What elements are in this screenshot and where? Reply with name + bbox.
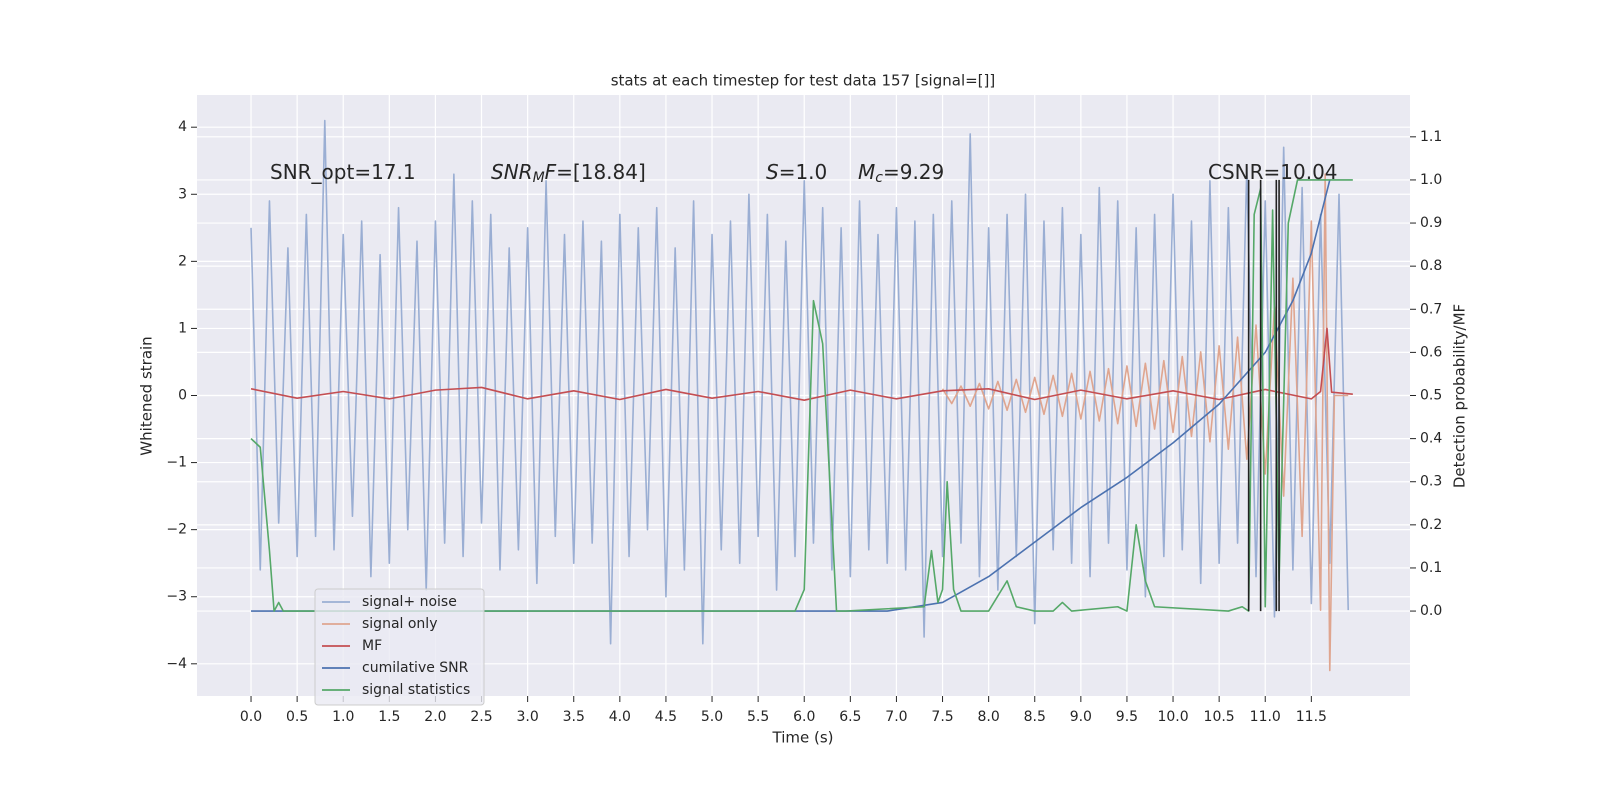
x-tick-label: 9.0 xyxy=(1070,709,1092,725)
annotation-part: =1.0 xyxy=(779,160,828,184)
y2-tick-label: 0.8 xyxy=(1420,258,1442,274)
annotation-part: SNR_opt=17.1 xyxy=(270,160,416,184)
y-tick-label: −4 xyxy=(166,656,187,672)
y-tick-label: 2 xyxy=(178,253,187,269)
x-tick-label: 1.5 xyxy=(378,709,400,725)
x-tick-label: 2.5 xyxy=(470,709,492,725)
annotation: Mc=9.29 xyxy=(858,160,944,187)
y2-tick-label: 0.9 xyxy=(1420,215,1442,231)
y2-tick-label: 0.4 xyxy=(1420,431,1442,447)
x-tick-label: 11.5 xyxy=(1296,709,1327,725)
y-tick-label: 0 xyxy=(178,388,187,404)
legend-label: MF xyxy=(362,638,382,654)
annotation-part: S xyxy=(766,160,779,184)
series-line xyxy=(250,327,1353,401)
annotation-part: F xyxy=(545,160,557,184)
y-tick-label: −3 xyxy=(166,589,187,605)
x-tick-label: 6.5 xyxy=(839,709,861,725)
y2-tick-label: 0.2 xyxy=(1420,517,1442,533)
x-tick-label: 6.0 xyxy=(793,709,815,725)
annotation-part: =[18.84] xyxy=(556,160,646,184)
annotation-part: CSNR=10.04 xyxy=(1208,160,1338,184)
series-line xyxy=(251,179,1331,612)
y-tick-label: 1 xyxy=(178,320,187,336)
y2-tick-label: 0.7 xyxy=(1420,301,1442,317)
y-tick-label: −2 xyxy=(166,522,187,538)
x-tick-label: 1.0 xyxy=(332,709,354,725)
annotation: SNR_opt=17.1 xyxy=(270,160,416,184)
x-tick-label: 4.5 xyxy=(655,709,677,725)
x-tick-label: 10.0 xyxy=(1157,709,1188,725)
legend-label: signal only xyxy=(362,616,437,632)
annotation-part: M xyxy=(858,160,875,184)
x-tick-label: 9.5 xyxy=(1116,709,1138,725)
x-tick-label: 8.5 xyxy=(1024,709,1046,725)
y-tick-label: 4 xyxy=(178,119,187,135)
x-tick-label: 0.0 xyxy=(240,709,262,725)
y2-tick-label: 0.5 xyxy=(1420,388,1442,404)
y-axis-label: Whitened strain xyxy=(138,336,156,455)
x-tick-label: 7.5 xyxy=(931,709,953,725)
chart-title: stats at each timestep for test data 157… xyxy=(611,72,996,90)
y-tick-label: −1 xyxy=(166,455,187,471)
x-tick-label: 4.0 xyxy=(609,709,631,725)
legend-label: cumilative SNR xyxy=(362,660,469,676)
x-tick-label: 11.0 xyxy=(1250,709,1281,725)
x-tick-label: 0.5 xyxy=(286,709,308,725)
annotation-part: M xyxy=(533,170,545,186)
annotation: SNRMF=[18.84] xyxy=(491,160,646,187)
x-tick-label: 3.0 xyxy=(517,709,539,725)
x-tick-label: 2.0 xyxy=(424,709,446,725)
x-tick-label: 7.0 xyxy=(885,709,907,725)
annotation-part: =9.29 xyxy=(883,160,944,184)
x-tick-label: 5.5 xyxy=(747,709,769,725)
y2-axis-label: Detection probability/MF xyxy=(1451,304,1469,488)
legend-box xyxy=(314,588,485,706)
series-line xyxy=(250,179,1353,612)
y2-tick-label: 0.0 xyxy=(1420,603,1442,619)
annotation: CSNR=10.04 xyxy=(1208,160,1338,184)
y2-tick-label: 1.0 xyxy=(1420,172,1442,188)
x-axis-label: Time (s) xyxy=(772,729,834,747)
annotation-part: SNR xyxy=(491,160,533,184)
x-tick-label: 8.0 xyxy=(978,709,1000,725)
y2-tick-label: 1.1 xyxy=(1420,129,1442,145)
y-tick-label: 3 xyxy=(178,186,187,202)
y2-tick-label: 0.3 xyxy=(1420,474,1442,490)
x-tick-label: 3.5 xyxy=(563,709,585,725)
y2-tick-label: 0.6 xyxy=(1420,344,1442,360)
annotation-part: c xyxy=(875,170,883,186)
legend-label: signal+ noise xyxy=(362,594,457,610)
legend-label: signal statistics xyxy=(362,682,470,698)
series-line xyxy=(250,119,1350,645)
annotation: S=1.0 xyxy=(766,160,827,184)
x-tick-label: 5.0 xyxy=(701,709,723,725)
y2-tick-label: 0.1 xyxy=(1420,560,1442,576)
x-tick-label: 10.5 xyxy=(1204,709,1235,725)
